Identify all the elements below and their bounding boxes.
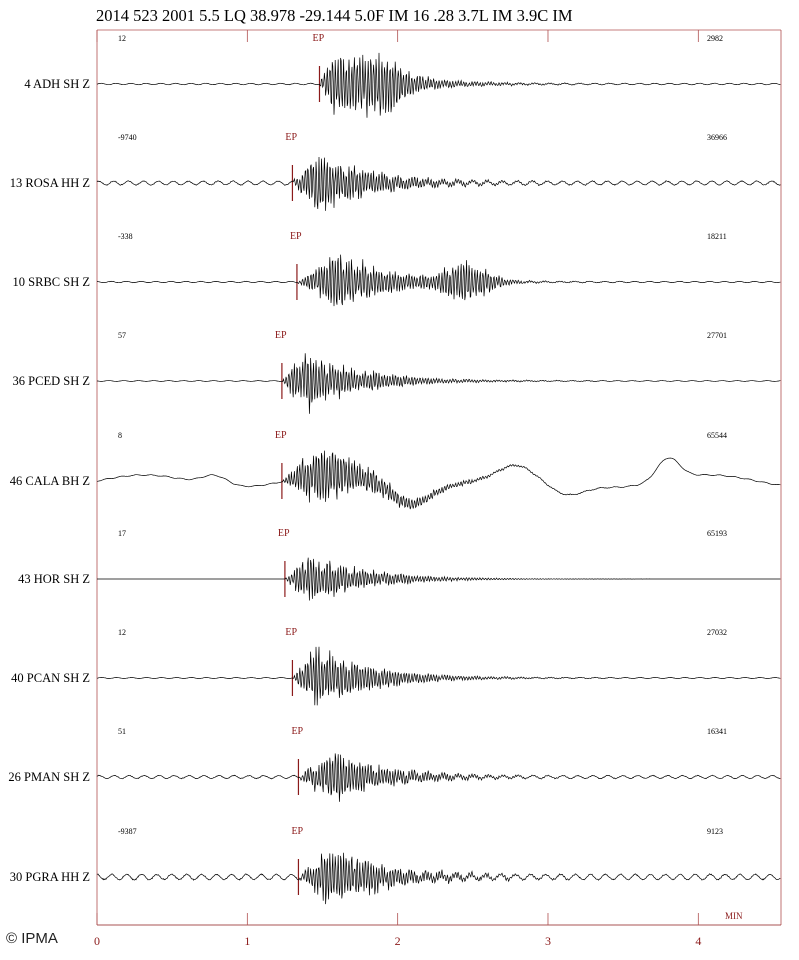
right-count-label: 36966	[707, 133, 727, 142]
waveform-line	[97, 557, 781, 601]
station-label: 36 PCED SH Z	[13, 374, 90, 388]
station-label: 43 HOR SH Z	[18, 572, 90, 586]
left-count-label: 17	[118, 529, 126, 538]
tick-label-1: 1	[244, 934, 250, 948]
station-label: 10 SRBC SH Z	[13, 275, 90, 289]
trace-1	[96, 52, 781, 118]
station-label: 46 CALA BH Z	[10, 474, 90, 488]
copyright-notice: © IPMA	[6, 930, 58, 947]
ep-pick-label: EP	[285, 132, 297, 143]
station-label: 4 ADH SH Z	[24, 77, 90, 91]
ep-pick-label: EP	[290, 231, 302, 242]
plot-frame	[96, 29, 782, 926]
right-count-label: 65544	[707, 431, 727, 440]
left-count-label: -9740	[118, 133, 137, 142]
left-count-label: 51	[118, 727, 126, 736]
trace-7	[97, 646, 781, 706]
ep-pick-label: EP	[285, 627, 297, 638]
tick-label-2: 2	[395, 934, 401, 948]
right-count-label: 65193	[707, 529, 727, 538]
station-label: 30 PGRA HH Z	[10, 870, 90, 884]
waveform-line	[97, 646, 781, 706]
right-count-label: 27701	[707, 331, 727, 340]
left-count-label: 57	[118, 331, 126, 340]
ep-pick-label: EP	[291, 726, 303, 737]
ep-pick-label: EP	[278, 528, 290, 539]
tick-label-0: 0	[94, 934, 100, 948]
left-count-label: -9387	[118, 827, 137, 836]
trace-2	[96, 156, 781, 211]
left-count-label: -338	[118, 232, 133, 241]
right-count-label: 16341	[707, 727, 727, 736]
waveform-line	[97, 254, 781, 307]
right-count-label: 2982	[707, 34, 723, 43]
label-group: 4 ADH SH Z 12 2982 EP 13 ROSA HH Z -9740 36966…	[8, 33, 727, 884]
station-label: 13 ROSA HH Z	[10, 176, 90, 190]
trace-9	[96, 852, 781, 905]
station-label: 40 PCAN SH Z	[11, 671, 90, 685]
trace-5	[96, 450, 781, 510]
tick-label-4: 4	[695, 934, 701, 948]
left-count-label: 12	[118, 628, 126, 637]
trace-6	[97, 557, 781, 601]
waveform-line	[96, 753, 781, 802]
ep-pick-label: EP	[291, 826, 303, 837]
left-count-label: 12	[118, 34, 126, 43]
station-label: 26 PMAN SH Z	[8, 770, 90, 784]
right-count-label: 9123	[707, 827, 723, 836]
waveform-line	[96, 450, 781, 510]
ep-pick-label: EP	[275, 330, 287, 341]
ep-pick-label: EP	[275, 430, 287, 441]
waveform-line	[96, 52, 781, 118]
left-count-label: 8	[118, 431, 122, 440]
waveform-line	[97, 353, 781, 414]
trace-3	[97, 254, 781, 307]
ep-pick-label: EP	[312, 33, 324, 44]
tick-label-3: 3	[545, 934, 551, 948]
waveform-line	[96, 852, 781, 905]
event-header: 2014 523 2001 5.5 LQ 38.978 -29.144 5.0F…	[96, 6, 573, 25]
trace-group	[96, 52, 781, 905]
right-count-label: 27032	[707, 628, 727, 637]
trace-4	[97, 353, 781, 414]
trace-8	[96, 753, 781, 802]
right-count-label: 18211	[707, 232, 727, 241]
waveform-line	[96, 156, 781, 211]
x-unit-label: MIN	[725, 911, 743, 921]
